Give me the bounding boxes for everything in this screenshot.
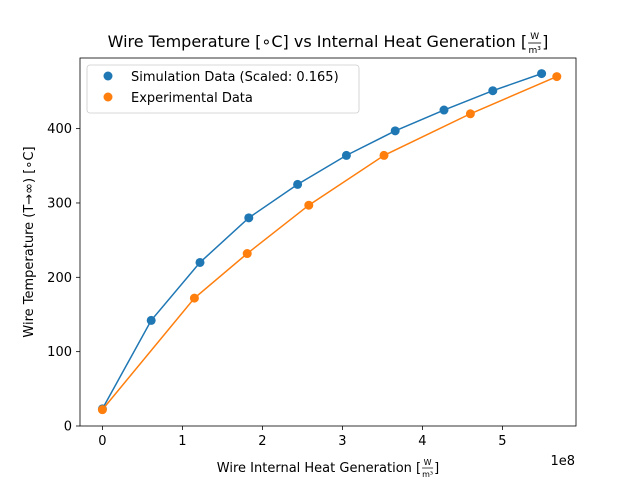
- data-point-1-2: [242, 249, 252, 259]
- legend-marker-simulation: [103, 71, 113, 81]
- legend-label-experimental: Experimental Data: [131, 91, 253, 106]
- data-point-0-8: [488, 86, 498, 96]
- chart-title-unit-numerator: W: [530, 32, 539, 42]
- chart-title-close: ]: [542, 32, 548, 51]
- x-axis-label-close: ]: [434, 461, 439, 476]
- x-axis-offset-label: 1e8: [550, 454, 575, 469]
- chart-title-main: Wire Temperature [∘C] vs Internal Heat G…: [108, 32, 528, 51]
- y-axis-ticks: 0 100 200 300 400: [47, 122, 80, 435]
- y-axis-label: Wire Temperature (T→∞) [∘C]: [22, 146, 37, 337]
- x-tick-label: 1: [178, 434, 186, 449]
- x-axis-label-main: Wire Internal Heat Generation [: [217, 461, 421, 476]
- legend-box: [86, 64, 360, 114]
- x-tick-label: 0: [98, 434, 106, 449]
- plot-frame: [79, 57, 577, 427]
- data-point-1-1: [189, 293, 199, 303]
- chart-title: Wire Temperature [∘C] vs Internal Heat G…: [108, 32, 549, 56]
- data-point-0-2: [195, 257, 205, 267]
- data-point-1-4: [379, 150, 389, 160]
- data-point-0-4: [293, 179, 303, 189]
- legend-marker-experimental: [103, 92, 113, 102]
- data-point-1-3: [304, 200, 314, 210]
- data-point-0-1: [146, 315, 156, 325]
- data-point-0-3: [244, 213, 254, 223]
- x-axis-ticks: 0 1 2 3 4 5: [98, 426, 507, 449]
- data-point-1-0: [97, 405, 107, 415]
- x-tick-label: 2: [258, 434, 266, 449]
- y-tick-label: 200: [47, 271, 72, 286]
- data-point-0-5: [341, 150, 351, 160]
- data-point-1-6: [552, 72, 562, 82]
- data-point-0-6: [390, 126, 400, 136]
- x-tick-label: 4: [418, 434, 426, 449]
- x-axis-label-unit-denominator: m³: [422, 470, 433, 479]
- legend: Simulation Data (Scaled: 0.165) Experime…: [86, 64, 360, 114]
- data-point-1-5: [465, 109, 475, 119]
- x-axis-label: Wire Internal Heat Generation [ W m³ ]: [217, 458, 439, 479]
- data-point-0-9: [537, 69, 547, 79]
- series-layer: [97, 69, 562, 415]
- y-tick-label: 300: [47, 196, 72, 211]
- data-point-0-7: [439, 105, 449, 115]
- chart-title-unit-denominator: m³: [528, 46, 541, 56]
- y-tick-label: 400: [47, 122, 72, 137]
- legend-label-simulation: Simulation Data (Scaled: 0.165): [131, 70, 339, 85]
- y-tick-label: 100: [47, 345, 72, 360]
- y-tick-label: 0: [64, 420, 72, 435]
- x-axis-label-unit-numerator: W: [424, 458, 432, 467]
- x-tick-label: 5: [498, 434, 506, 449]
- series-line-0: [101, 72, 542, 410]
- x-tick-label: 3: [338, 434, 346, 449]
